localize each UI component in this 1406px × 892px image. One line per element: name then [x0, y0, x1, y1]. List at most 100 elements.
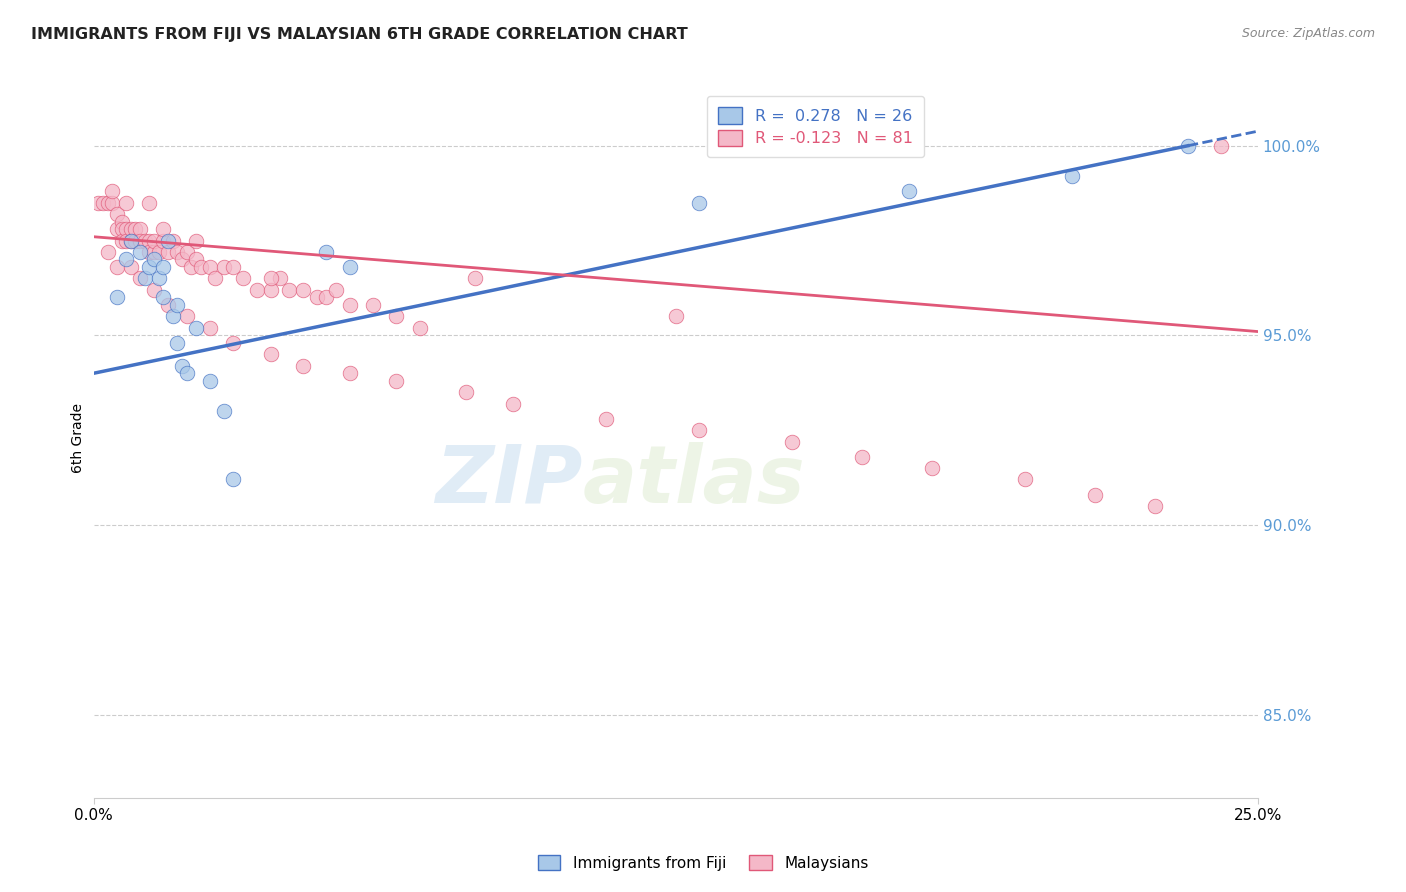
Point [129, 222, 152, 236]
Point [361, 298, 384, 312]
Point [129, 271, 152, 285]
Point [222, 260, 245, 274]
Point [292, 359, 315, 373]
Point [129, 244, 152, 259]
Point [170, 359, 193, 373]
Point [339, 366, 361, 380]
Point [101, 195, 124, 210]
Point [278, 283, 301, 297]
Point [245, 283, 267, 297]
Point [176, 366, 198, 380]
Point [339, 260, 361, 274]
Point [385, 310, 408, 324]
Point [222, 473, 245, 487]
Point [120, 234, 142, 248]
Point [115, 234, 138, 248]
Point [1144, 499, 1167, 513]
Point [897, 184, 920, 198]
Point [180, 260, 202, 274]
Point [166, 244, 188, 259]
Point [124, 222, 146, 236]
Point [96, 195, 118, 210]
Point [325, 283, 347, 297]
Point [688, 195, 710, 210]
Text: atlas: atlas [582, 442, 806, 520]
Point [166, 298, 188, 312]
Text: Source: ZipAtlas.com: Source: ZipAtlas.com [1241, 27, 1375, 40]
Point [157, 298, 180, 312]
Point [143, 234, 166, 248]
Point [259, 283, 281, 297]
Text: ZIP: ZIP [436, 442, 582, 520]
Legend: R =  0.278   N = 26, R = -0.123   N = 81: R = 0.278 N = 26, R = -0.123 N = 81 [707, 96, 924, 157]
Point [115, 195, 138, 210]
Point [143, 283, 166, 297]
Point [502, 396, 524, 410]
Point [120, 234, 142, 248]
Point [162, 234, 184, 248]
Point [105, 290, 128, 304]
Point [198, 260, 221, 274]
Point [464, 271, 486, 285]
Point [129, 234, 152, 248]
Point [851, 450, 873, 464]
Point [688, 423, 710, 437]
Point [105, 222, 128, 236]
Point [176, 244, 198, 259]
Point [157, 234, 180, 248]
Point [232, 271, 254, 285]
Point [190, 260, 212, 274]
Point [87, 195, 110, 210]
Point [105, 207, 128, 221]
Point [1084, 488, 1107, 502]
Point [1177, 138, 1199, 153]
Point [780, 434, 803, 449]
Point [222, 335, 245, 350]
Point [259, 347, 281, 361]
Point [91, 195, 114, 210]
Point [120, 260, 142, 274]
Point [1014, 473, 1036, 487]
Text: IMMIGRANTS FROM FIJI VS MALAYSIAN 6TH GRADE CORRELATION CHART: IMMIGRANTS FROM FIJI VS MALAYSIAN 6TH GR… [31, 27, 688, 42]
Point [110, 222, 132, 236]
Point [212, 404, 235, 418]
Point [152, 234, 174, 248]
Point [184, 234, 207, 248]
Point [120, 222, 142, 236]
Point [259, 271, 281, 285]
Point [198, 374, 221, 388]
Point [456, 385, 478, 400]
Point [115, 222, 138, 236]
Point [96, 244, 118, 259]
Point [101, 184, 124, 198]
Point [269, 271, 291, 285]
Point [292, 283, 315, 297]
Point [170, 252, 193, 267]
Point [138, 260, 160, 274]
Point [152, 260, 174, 274]
Point [339, 298, 361, 312]
Point [110, 234, 132, 248]
Point [204, 271, 226, 285]
Point [138, 195, 160, 210]
Point [315, 244, 337, 259]
Point [408, 320, 430, 334]
Point [385, 374, 408, 388]
Point [184, 252, 207, 267]
Point [152, 222, 174, 236]
Point [105, 260, 128, 274]
Point [138, 244, 160, 259]
Point [176, 310, 198, 324]
Point [143, 244, 166, 259]
Point [921, 461, 943, 475]
Point [307, 290, 329, 304]
Point [315, 290, 337, 304]
Point [134, 234, 156, 248]
Y-axis label: 6th Grade: 6th Grade [72, 403, 86, 473]
Point [138, 234, 160, 248]
Point [162, 310, 184, 324]
Point [152, 290, 174, 304]
Point [115, 252, 138, 267]
Point [134, 271, 156, 285]
Point [1209, 138, 1232, 153]
